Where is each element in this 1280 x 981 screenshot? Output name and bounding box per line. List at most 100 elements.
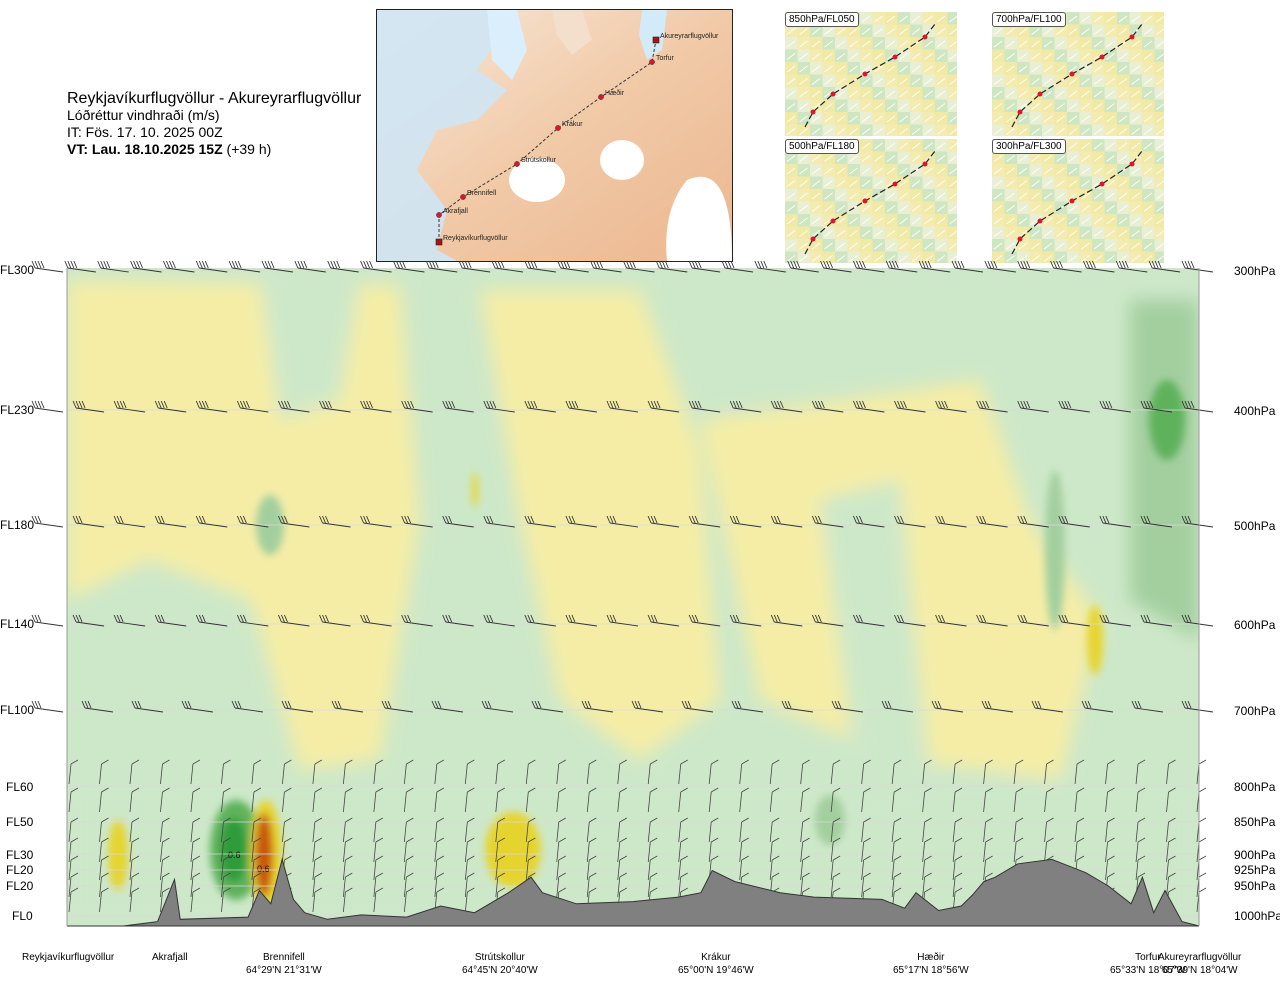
- map-point-label: Akureyrarflugvöllur: [660, 33, 719, 40]
- minimap-barb: [861, 142, 871, 150]
- wind-barb: [251, 872, 262, 898]
- wind-barb: [556, 837, 566, 863]
- fl-label-3: FL140: [0, 617, 35, 631]
- wind-barb: [678, 817, 688, 843]
- minimap-cell: [947, 164, 957, 177]
- minimap-barb: [1143, 15, 1153, 23]
- minimap-barb: [924, 103, 933, 110]
- minimap-barb: [1043, 167, 1053, 175]
- wind-barb: [952, 855, 963, 881]
- minimap-barb: [949, 115, 957, 123]
- wind-barb: [442, 614, 474, 627]
- minimap-barb: [799, 115, 808, 123]
- minimap-barb: [1131, 90, 1140, 98]
- wind-barb: [739, 837, 749, 863]
- wind-barb: [331, 700, 364, 713]
- minimap-barb: [1143, 78, 1153, 85]
- minimap-barb: [1106, 128, 1115, 135]
- map-waypoints: Akureyrarflugvöllur Torfur Hæðir Krákur Strú…: [435, 33, 719, 246]
- minimap-barb: [1093, 230, 1103, 237]
- wind-barb: [891, 759, 902, 785]
- minimap-barb: [899, 155, 908, 162]
- wind-barb: [1031, 700, 1064, 713]
- minimap-barb: [1081, 255, 1090, 262]
- minimap-waypoint: [1037, 91, 1043, 97]
- minimap-cell: [947, 74, 957, 87]
- wind-barb: [68, 855, 79, 881]
- wind-barb: [251, 759, 262, 785]
- minimap-barb: [924, 230, 933, 237]
- wind-barb: [464, 759, 475, 785]
- minimap-barb: [1131, 205, 1140, 212]
- map-glacier-center: [600, 140, 644, 180]
- wind-barb: [647, 872, 658, 898]
- minimap-waypoint: [862, 198, 868, 204]
- wind-barb: [64, 260, 96, 273]
- minimap-barb: [1081, 65, 1090, 73]
- minimap-barb: [1056, 115, 1065, 123]
- minimap-barb: [936, 128, 946, 135]
- minimap-barb: [1031, 128, 1040, 135]
- minimap-barb: [949, 53, 957, 60]
- wind-barb: [282, 817, 292, 843]
- minimap-cell: [1092, 251, 1105, 263]
- wind-barb: [631, 700, 664, 713]
- location-coord-2: 64°29'N 21°31'W: [246, 965, 322, 976]
- wind-barb: [811, 400, 844, 413]
- minimap-cell: [992, 251, 1005, 263]
- wind-barb: [373, 887, 384, 913]
- wind-barb: [891, 872, 902, 898]
- minimap-barb: [811, 242, 821, 250]
- minimap-barb: [911, 15, 921, 23]
- minimap-cell: [1154, 112, 1164, 125]
- minimap-barb: [799, 180, 808, 187]
- minimap-cell: [947, 251, 957, 263]
- minimap-barb: [936, 230, 946, 237]
- wind-barb: [922, 787, 932, 813]
- wind-barb: [130, 260, 162, 273]
- wind-barb: [236, 515, 269, 528]
- minimap-cell: [897, 124, 910, 136]
- wind-barb: [251, 837, 262, 863]
- minimap-barb: [1106, 155, 1115, 162]
- wind-barb: [922, 817, 932, 843]
- minimap-barb: [1081, 28, 1090, 35]
- minimap-barb: [1131, 255, 1140, 262]
- wind-barb: [278, 614, 310, 627]
- minimap-barb: [1081, 217, 1090, 225]
- minimap-barb: [899, 205, 908, 212]
- minimap-barb: [799, 217, 808, 225]
- wind-barb: [1105, 855, 1115, 881]
- wind-barb: [524, 260, 556, 273]
- minimap-cell: [1067, 251, 1080, 263]
- minimap-barb: [993, 40, 1003, 48]
- wind-barb: [525, 817, 536, 843]
- wind-barb: [160, 759, 170, 785]
- minimap-barb: [1143, 65, 1153, 73]
- wind-barb: [881, 700, 914, 713]
- location-coord-5: 65°17'N 18°56'W: [893, 965, 969, 976]
- wind-barb: [99, 787, 109, 813]
- wind-barb: [1135, 855, 1146, 881]
- minimap-barb: [1131, 78, 1140, 85]
- minimap-barb: [911, 205, 921, 212]
- wind-barb: [617, 787, 627, 813]
- minimap-barb: [1093, 217, 1103, 225]
- wind-barb: [688, 614, 721, 627]
- minimap-barb: [886, 155, 896, 162]
- minimap-barb: [924, 90, 933, 98]
- minimap-barb: [1068, 103, 1078, 110]
- wind-barb: [403, 787, 414, 813]
- minimap-barb: [836, 90, 846, 98]
- minimap-barb: [836, 103, 846, 110]
- wind-barb: [918, 260, 951, 273]
- wind-barb: [811, 614, 844, 627]
- minimap-barb: [886, 192, 896, 200]
- minimap-barb: [1131, 230, 1140, 237]
- route-line: [438, 39, 657, 242]
- minimap-barb: [949, 205, 957, 212]
- wind-barb: [830, 837, 841, 863]
- wind-barb: [99, 855, 109, 881]
- minimap-barb: [1118, 15, 1128, 23]
